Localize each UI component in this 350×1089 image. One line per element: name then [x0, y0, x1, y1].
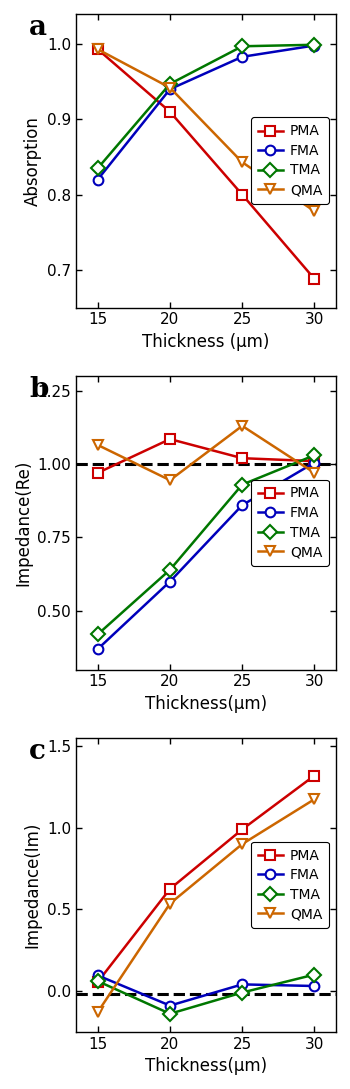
- X-axis label: Thickness (μm): Thickness (μm): [142, 333, 270, 351]
- Legend: PMA, FMA, TMA, QMA: PMA, FMA, TMA, QMA: [251, 118, 329, 204]
- QMA: [312, 793, 316, 806]
- PMA: [312, 272, 316, 285]
- Line: TMA: TMA: [93, 969, 319, 1018]
- TMA: [312, 968, 316, 981]
- TMA: [96, 628, 100, 641]
- FMA: [240, 499, 244, 512]
- FMA: [312, 39, 316, 52]
- Line: QMA: QMA: [93, 45, 319, 216]
- FMA: [96, 969, 100, 982]
- PMA: [168, 432, 172, 445]
- TMA: [312, 449, 316, 462]
- Line: TMA: TMA: [93, 40, 319, 173]
- Text: b: b: [29, 376, 49, 403]
- Line: PMA: PMA: [93, 771, 319, 987]
- Line: FMA: FMA: [93, 40, 319, 184]
- QMA: [168, 82, 172, 95]
- PMA: [96, 976, 100, 989]
- FMA: [240, 50, 244, 63]
- PMA: [240, 823, 244, 836]
- Y-axis label: Impedance(Re): Impedance(Re): [14, 460, 32, 586]
- PMA: [168, 882, 172, 895]
- Legend: PMA, FMA, TMA, QMA: PMA, FMA, TMA, QMA: [251, 842, 329, 928]
- TMA: [168, 1007, 172, 1020]
- TMA: [312, 38, 316, 51]
- QMA: [168, 897, 172, 910]
- FMA: [96, 643, 100, 656]
- Text: a: a: [29, 14, 47, 41]
- QMA: [168, 474, 172, 487]
- FMA: [240, 978, 244, 991]
- QMA: [240, 419, 244, 432]
- QMA: [96, 1005, 100, 1018]
- PMA: [96, 466, 100, 479]
- TMA: [240, 986, 244, 999]
- TMA: [96, 161, 100, 174]
- QMA: [240, 837, 244, 851]
- Line: QMA: QMA: [93, 421, 319, 485]
- TMA: [168, 563, 172, 576]
- QMA: [312, 466, 316, 479]
- FMA: [312, 979, 316, 992]
- PMA: [240, 188, 244, 201]
- Y-axis label: Absorption: Absorption: [23, 115, 41, 206]
- Line: PMA: PMA: [93, 45, 319, 284]
- FMA: [312, 456, 316, 469]
- X-axis label: Thickness(μm): Thickness(μm): [145, 1057, 267, 1075]
- QMA: [312, 205, 316, 218]
- TMA: [96, 975, 100, 988]
- Text: c: c: [29, 738, 46, 766]
- FMA: [168, 999, 172, 1012]
- FMA: [168, 83, 172, 96]
- QMA: [96, 42, 100, 56]
- Line: FMA: FMA: [93, 457, 319, 653]
- FMA: [96, 173, 100, 186]
- PMA: [312, 454, 316, 467]
- Line: FMA: FMA: [93, 970, 319, 1011]
- FMA: [168, 575, 172, 588]
- QMA: [240, 156, 244, 169]
- Legend: PMA, FMA, TMA, QMA: PMA, FMA, TMA, QMA: [251, 479, 329, 566]
- X-axis label: Thickness(μm): Thickness(μm): [145, 695, 267, 713]
- QMA: [96, 439, 100, 452]
- TMA: [240, 478, 244, 491]
- PMA: [168, 106, 172, 119]
- Line: PMA: PMA: [93, 435, 319, 478]
- PMA: [240, 452, 244, 465]
- TMA: [240, 39, 244, 52]
- Line: QMA: QMA: [93, 794, 319, 1017]
- PMA: [312, 769, 316, 782]
- PMA: [96, 42, 100, 56]
- TMA: [168, 77, 172, 90]
- Y-axis label: Impedance(Im): Impedance(Im): [23, 822, 42, 949]
- Line: TMA: TMA: [93, 451, 319, 639]
